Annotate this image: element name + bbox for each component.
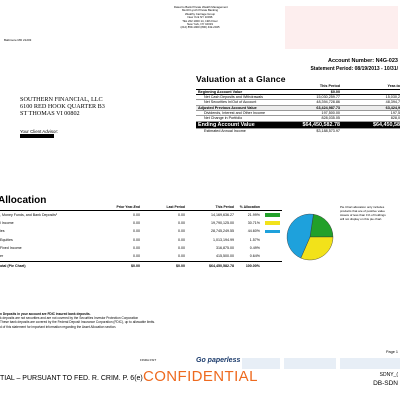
valuation-row: Net Cash Deposits and Withdrawals 15,030… [196,95,400,101]
allocation-header-row: Prior Year-End Last Period This Period %… [0,205,282,210]
redacted-header-area [285,6,398,49]
confidential-legend: TIAL – PURSUANT TO FED. R. CRIM. P. 6(e) [0,375,143,382]
valuation-row: Beginning Account Value $0.00 [196,89,400,95]
divider [0,210,282,211]
allocation-row: Equities 0.00 0.00 1,013,194.99 1.57% [0,237,260,242]
address-line: 6100 RED HOOK QUARTER B3 [20,103,105,110]
valuation-title: Valuation at a Glance [196,74,286,84]
header-line: (212) 859-1900 (800) 432-2045 [180,25,220,30]
statement-period: Statement Period: 08/19/2013 - 10/31/ [310,66,398,72]
col-this-period: This Period [319,84,340,88]
allocation-row: ies 0.00 0.00 28,745,249.55 44.60% [0,227,282,235]
allocation-row: , Money Funds, and Bank Deposits¹ 0.00 0… [0,211,282,219]
award-logo [242,358,280,369]
valuation-table: This Period Year-to Beginning Account Va… [196,84,400,134]
valuation-row: Dividends, Interest and Other Income 197… [196,111,400,117]
allocation-pie-chart [286,213,334,261]
valuation-row: Estimated Annual Income $3,188,573.97 [204,128,340,133]
pie-slice [300,236,334,261]
pie-slice [309,214,334,238]
go-paperless-logo: Go paperless [196,357,241,364]
allocation-row: l Income 0.00 0.00 19,790,125.00 30.71% [0,219,282,227]
header-firm-address: Dated to Bank Private Wealth Management … [174,5,228,30]
header-line: Wealthy Carriage Group [184,11,216,16]
allocation-row: Fixed Income 0.00 0.00 316,875.00 0.49% [0,245,260,250]
col-prior-year-end: Prior Year-End [116,205,141,209]
footer-small-text: FINRA FSIT [140,358,157,362]
footer-logos [242,358,400,370]
pie-slice [286,213,314,259]
bates-number: SDNY_( [379,372,398,378]
allocation-row: er 0.00 0.00 415,500.00 0.64% [0,254,260,258]
confidential-stamp: CONFIDENTIAL [143,368,258,385]
legend-swatch [265,213,280,217]
valuation-row: Adjusted Previous Account Value 63,424,9… [196,105,400,111]
address-line: ST THOMAS VI 00802 [20,110,80,117]
award-logo [340,358,400,369]
pie-chart-note: Pie Chart allocation only includes produ… [340,205,386,221]
valuation-header-row: This Period Year-to [196,84,400,89]
header-line: Merrill Lynch Private Banking [181,8,219,13]
col-year-to-date: Year-to [387,84,400,88]
account-number: Account Number: N4G-023 [328,58,398,64]
legend-swatch [265,229,280,234]
address-line: SOUTHERN FINANCIAL, LLC [20,96,103,103]
fdic-disclosure: n Deposits in your account are FDIC insu… [0,312,156,329]
advisor-name-redacted: TAJA SMITH [20,134,54,148]
header-line: New York NY 10036 [187,15,213,20]
valuation-row: Net Securities In/Out of Account 48,394,… [196,100,400,106]
legend-swatch [265,221,280,226]
allocation-total-row: otal (Pie Chart) $0.00 $0.00 $64,450,582… [0,260,282,269]
col-pct-allocation: % Allocation [239,205,260,209]
award-logo [284,358,336,369]
advisor-label: Your Client Advisor: [20,129,59,134]
col-this-period: This Period [215,205,234,209]
header-left-text: Baltimore MD 21203 [4,38,32,42]
header-line: Dated to Bank Private Wealth Management [174,5,228,9]
bates-number: DB-SDN [373,380,398,387]
header-line: New York, NY 10019 [187,22,213,27]
allocation-title: Allocation [0,195,47,206]
header-line: TEL 202 1000 14, 19th Floor [182,18,218,23]
mailing-address: SOUTHERN FINANCIAL, LLC 6100 RED HOOK QU… [20,96,105,117]
ending-account-value-row: Ending Account Value $64,450,582.78 $64,… [196,121,400,129]
col-last-period: Last Period [166,205,185,209]
valuation-row: Net Change in Portfolio 828,035.05 828,0 [196,116,400,122]
page-number: Page 1 [385,350,398,354]
